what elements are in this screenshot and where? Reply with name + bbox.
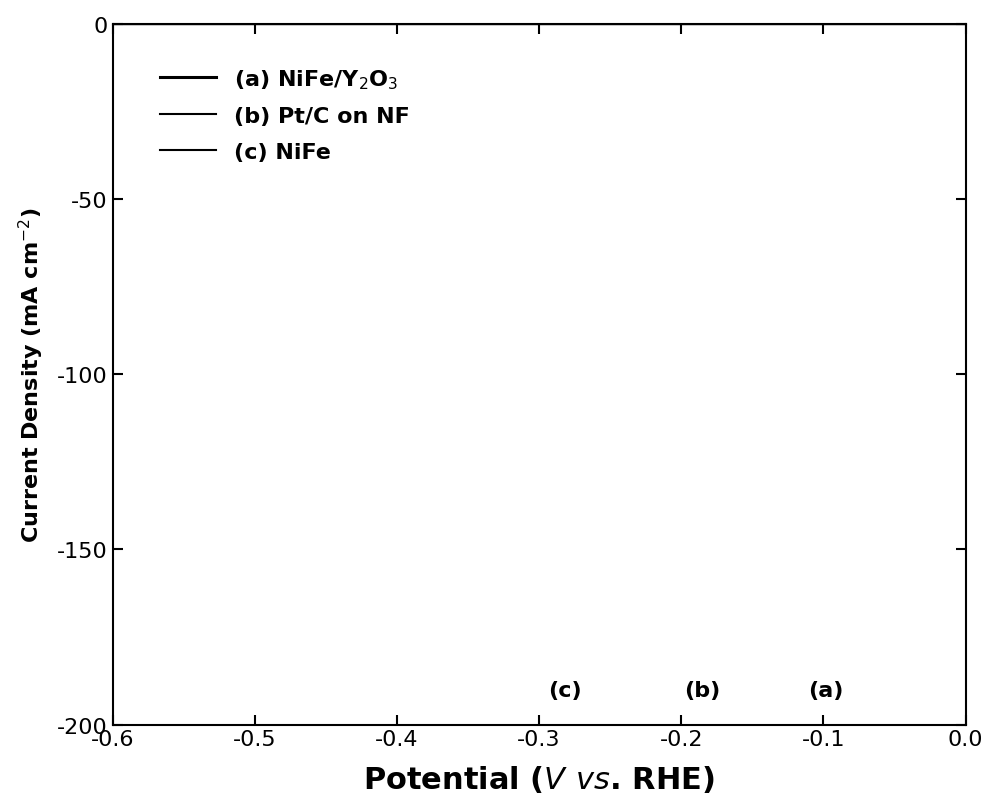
(b) Pt/C on NF <box>434 19 446 29</box>
(b) Pt/C on NF <box>107 19 119 29</box>
Y-axis label: Current Density (mA cm$^{-2}$): Current Density (mA cm$^{-2}$) <box>17 208 46 542</box>
(c) NiFe <box>851 19 863 29</box>
(a) NiFe/Y$_2$O$_3$ <box>943 19 955 29</box>
(c) NiFe <box>254 19 266 29</box>
(b) Pt/C on NF <box>851 19 863 29</box>
(a) NiFe/Y$_2$O$_3$ <box>204 19 216 29</box>
(c) NiFe <box>943 19 955 29</box>
Legend: (a) NiFe/Y$_2$O$_3$, (b) Pt/C on NF, (c) NiFe: (a) NiFe/Y$_2$O$_3$, (b) Pt/C on NF, (c)… <box>149 57 421 174</box>
(b) Pt/C on NF <box>943 19 955 29</box>
(c) NiFe <box>434 19 446 29</box>
(c) NiFe <box>471 19 483 29</box>
(c) NiFe <box>107 19 119 29</box>
(a) NiFe/Y$_2$O$_3$ <box>960 19 972 29</box>
(a) NiFe/Y$_2$O$_3$ <box>851 19 863 29</box>
(b) Pt/C on NF <box>204 19 216 29</box>
(c) NiFe <box>960 19 972 29</box>
Text: (c): (c) <box>548 680 581 700</box>
X-axis label: Potential ($V$ $\it{vs}$. RHE): Potential ($V$ $\it{vs}$. RHE) <box>363 763 715 794</box>
Text: (b): (b) <box>684 680 721 700</box>
(b) Pt/C on NF <box>960 19 972 29</box>
(a) NiFe/Y$_2$O$_3$ <box>434 19 446 29</box>
(a) NiFe/Y$_2$O$_3$ <box>471 19 483 29</box>
(a) NiFe/Y$_2$O$_3$ <box>254 19 266 29</box>
(a) NiFe/Y$_2$O$_3$ <box>107 19 119 29</box>
(b) Pt/C on NF <box>254 19 266 29</box>
(c) NiFe <box>204 19 216 29</box>
Text: (a): (a) <box>809 680 844 700</box>
(b) Pt/C on NF <box>471 19 483 29</box>
